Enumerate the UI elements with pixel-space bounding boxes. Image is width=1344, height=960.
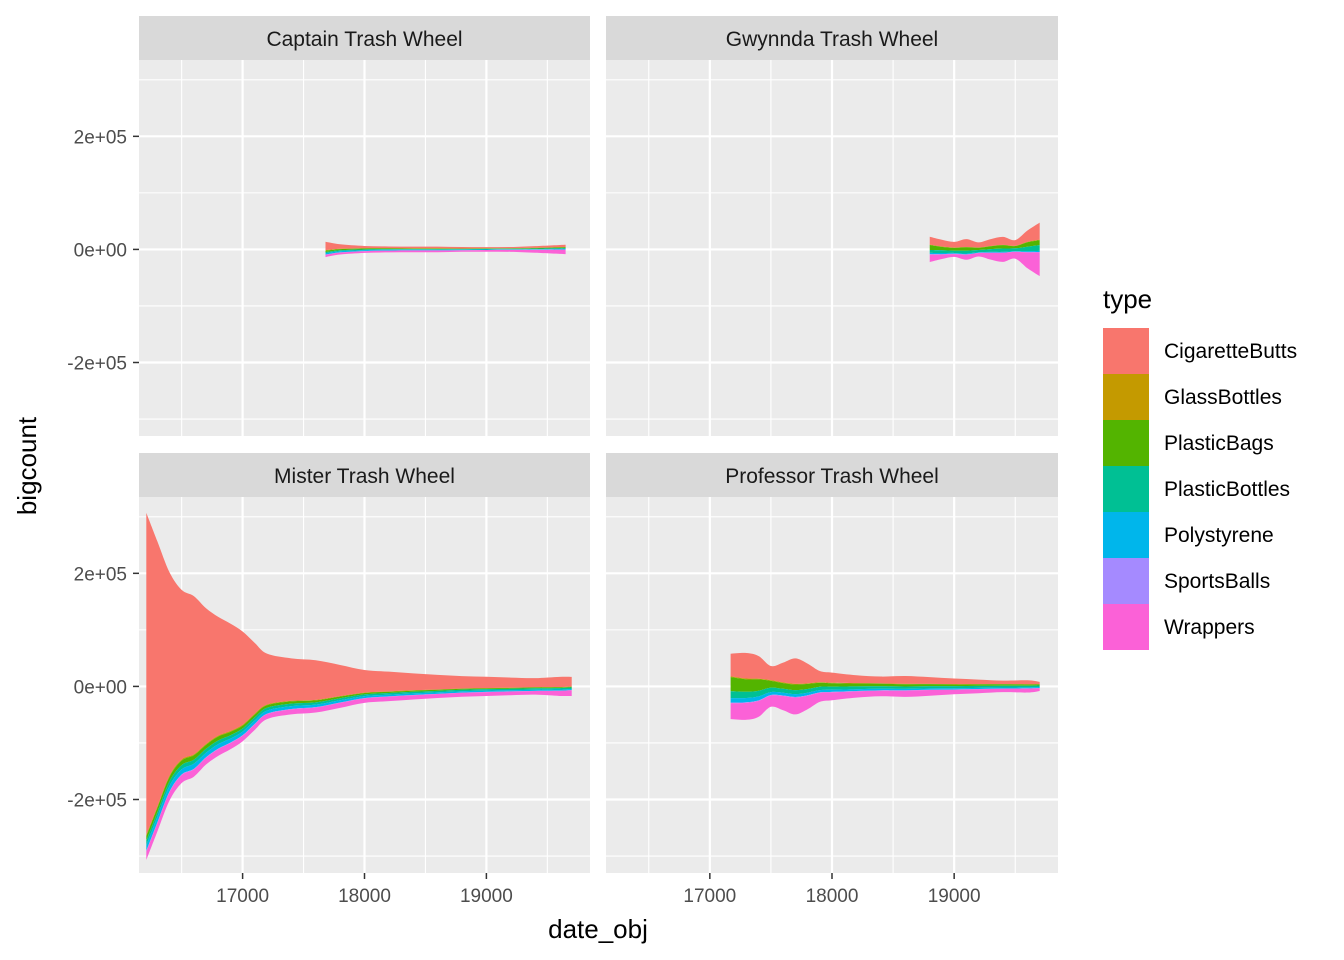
legend-key bbox=[1103, 558, 1149, 604]
y-tick-label: 2e+05 bbox=[74, 564, 127, 585]
stream-area-wrappers bbox=[325, 249, 566, 258]
y-axis-title: bigcount bbox=[12, 416, 42, 515]
stream-area-wrappers bbox=[929, 251, 1040, 277]
y-tick-label: 0e+00 bbox=[74, 677, 127, 698]
stream-area-wrappers bbox=[730, 688, 1040, 720]
stream-area-plasticbags bbox=[730, 677, 1040, 692]
legend-item: Wrappers bbox=[1103, 604, 1255, 650]
legend: type CigaretteButts GlassBottles PlasticBa… bbox=[1103, 284, 1297, 650]
stream-area-polystyrene bbox=[730, 687, 1040, 703]
x-tick-label: 18000 bbox=[338, 886, 391, 907]
stream-area-cigarettebutts bbox=[730, 652, 1040, 685]
x-tick-label: 17000 bbox=[683, 886, 736, 907]
legend-label: GlassBottles bbox=[1164, 386, 1282, 409]
stream-layers bbox=[929, 222, 1040, 277]
legend-key bbox=[1103, 604, 1149, 650]
facet-strip bbox=[606, 453, 1058, 497]
facet-strip-label: Professor Trash Wheel bbox=[725, 465, 939, 488]
stream-area-cigarettebutts bbox=[146, 512, 572, 836]
legend-item: Polystyrene bbox=[1103, 512, 1274, 558]
legend-label: PlasticBags bbox=[1164, 432, 1274, 455]
stream-layers bbox=[730, 652, 1040, 720]
legend-label: CigaretteButts bbox=[1164, 340, 1297, 363]
facet-strip bbox=[139, 453, 590, 497]
stream-area-plasticbags bbox=[929, 240, 1040, 251]
stream-area-cigarettebutts bbox=[929, 222, 1040, 248]
stream-area-cigarettebutts bbox=[325, 241, 566, 251]
x-tick-label: 18000 bbox=[806, 886, 859, 907]
stream-area-sportsballs bbox=[929, 251, 1040, 255]
facet-panel: Gwynnda Trash Wheel bbox=[606, 16, 1058, 436]
legend-label: Wrappers bbox=[1164, 616, 1255, 639]
x-tick-label: 17000 bbox=[216, 886, 269, 907]
gridlines bbox=[606, 60, 1058, 436]
x-tick-label: 19000 bbox=[928, 886, 981, 907]
legend-label: Polystyrene bbox=[1164, 524, 1274, 547]
stream-area-plasticbags bbox=[325, 247, 566, 253]
facet-strip-label: Mister Trash Wheel bbox=[274, 465, 455, 488]
facet-strip bbox=[606, 16, 1058, 60]
stream-area-polystyrene bbox=[325, 248, 566, 255]
facet-panel: Professor Trash Wheel 17000 18000 19000 bbox=[606, 453, 1058, 907]
legend-key bbox=[1103, 328, 1149, 374]
legend-label: PlasticBottles bbox=[1164, 478, 1290, 501]
legend-item: PlasticBottles bbox=[1103, 466, 1290, 512]
legend-key bbox=[1103, 420, 1149, 466]
stream-area-plasticbottles bbox=[730, 685, 1040, 699]
facet-strip-label: Captain Trash Wheel bbox=[266, 28, 462, 51]
stream-area-plasticbottles bbox=[929, 245, 1040, 254]
stream-layers bbox=[146, 512, 572, 860]
stream-area-polystyrene bbox=[929, 250, 1040, 255]
facet-panel: Mister Trash Wheel 2e+05 0e+00 -2e+05 17000 1… bbox=[67, 453, 590, 907]
legend-key bbox=[1103, 466, 1149, 512]
legend-key bbox=[1103, 512, 1149, 558]
legend-item: GlassBottles bbox=[1103, 374, 1282, 420]
legend-item: CigaretteButts bbox=[1103, 328, 1297, 374]
stream-layers bbox=[325, 241, 566, 258]
facet-panel: Captain Trash Wheel 2e+05 0e+00 -2e+05 bbox=[67, 16, 590, 436]
y-tick-label: 2e+05 bbox=[74, 127, 127, 148]
legend-item: SportsBalls bbox=[1103, 558, 1270, 604]
legend-key bbox=[1103, 374, 1149, 420]
legend-title: type bbox=[1103, 284, 1152, 314]
facet-strip bbox=[139, 16, 590, 60]
x-axis-title: date_obj bbox=[548, 914, 648, 944]
y-tick-label: -2e+05 bbox=[67, 353, 127, 374]
x-tick-label: 19000 bbox=[460, 886, 513, 907]
panels-layer: Captain Trash Wheel 2e+05 0e+00 -2e+05 Gwynn… bbox=[67, 16, 1058, 907]
legend-label: SportsBalls bbox=[1164, 570, 1270, 593]
y-tick-label: -2e+05 bbox=[67, 790, 127, 811]
stream-area-plasticbottles bbox=[325, 247, 566, 254]
y-tick-label: 0e+00 bbox=[74, 240, 127, 261]
facet-strip-label: Gwynnda Trash Wheel bbox=[726, 28, 938, 51]
legend-item: PlasticBags bbox=[1103, 420, 1274, 466]
